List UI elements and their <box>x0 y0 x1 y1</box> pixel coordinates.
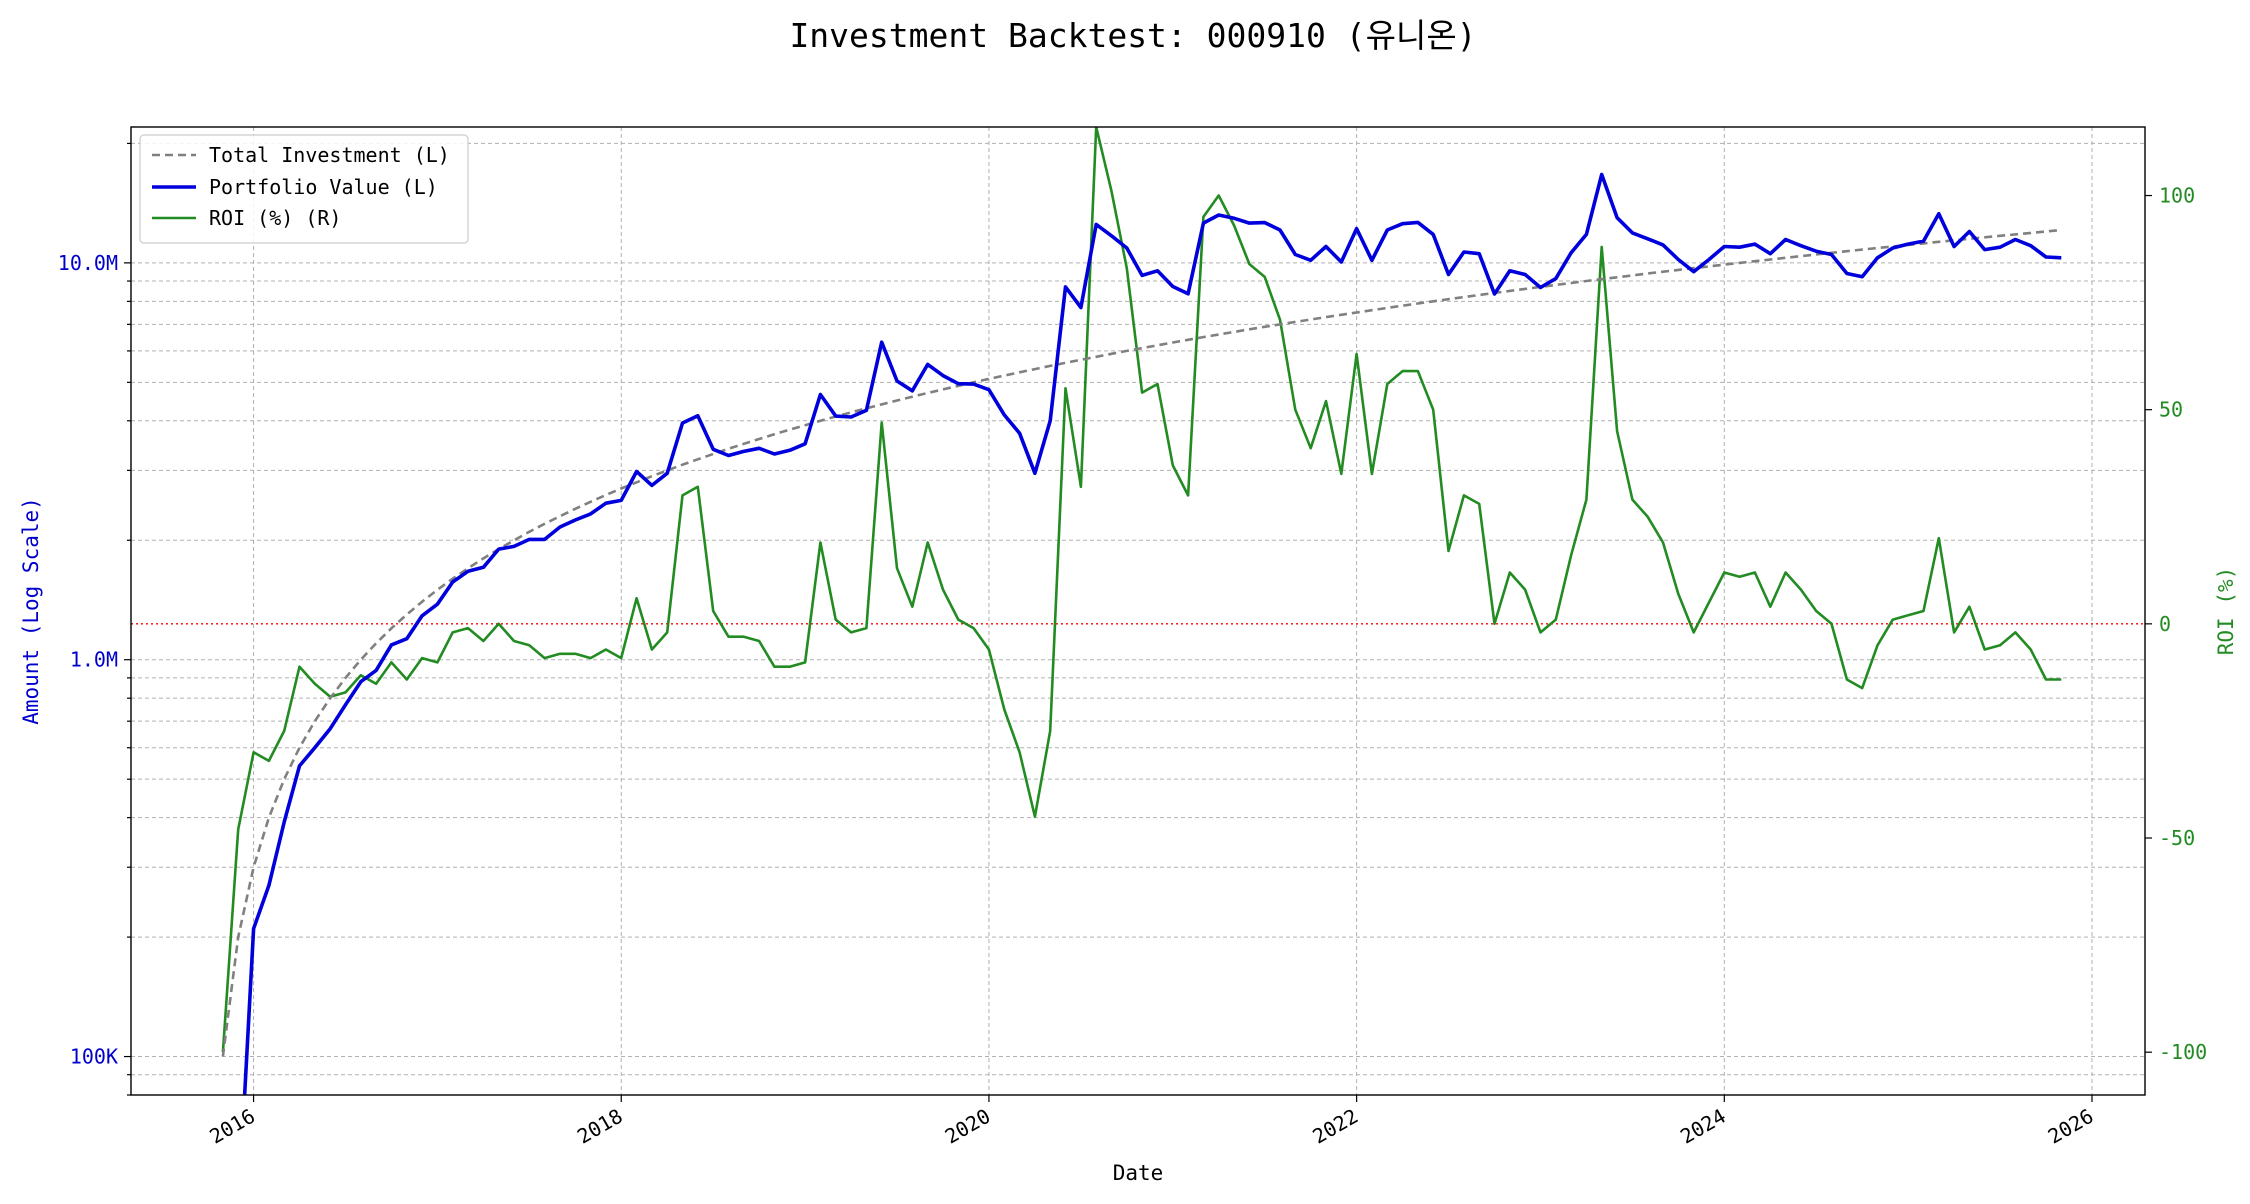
legend-label-total-investment: Total Investment (L) <box>209 143 450 167</box>
y-left-tick-label: 10.0M <box>58 251 118 275</box>
y-right-tick-label: -50 <box>2159 826 2195 850</box>
y-left-axis-label: Amount (Log Scale) <box>19 497 43 725</box>
y-left-tick-label: 100K <box>70 1045 118 1069</box>
x-tick-label: 2018 <box>573 1104 627 1149</box>
roi-line <box>221 127 2062 1053</box>
x-tick-label: 2022 <box>1308 1104 1362 1149</box>
legend-label-roi: ROI (%) (R) <box>209 206 341 230</box>
x-axis-label: Date <box>1113 1161 1164 1185</box>
y-right-tick-label: 0 <box>2159 612 2171 636</box>
x-tick-label: 2024 <box>1676 1104 1730 1149</box>
y-right-tick-label: -100 <box>2159 1040 2207 1064</box>
total-investment-line <box>221 228 2062 1057</box>
grid-layer <box>131 127 2145 1096</box>
y-right-tick-label: 100 <box>2159 184 2195 208</box>
portfolio-value-line <box>242 172 2062 1095</box>
y-right-axis-label: ROI (%) <box>2214 567 2238 656</box>
y-left-tick-label: 1.0M <box>70 648 118 672</box>
plot-frame <box>130 126 2146 1096</box>
chart-title: Investment Backtest: 000910 (유니온) <box>789 16 1476 55</box>
axis-layer: 100K 1.0M 10.0M -100 -50 0 50 100 2016 2018 2020 20… <box>58 142 2207 1149</box>
x-tick-label: 2026 <box>2044 1104 2098 1149</box>
legend-label-portfolio-value: Portfolio Value (L) <box>209 175 438 199</box>
series-layer <box>221 127 2062 1095</box>
y-right-tick-label: 50 <box>2159 398 2183 422</box>
x-tick-label: 2016 <box>205 1104 259 1149</box>
legend-box <box>139 134 469 244</box>
legend: Total Investment (L) Portfolio Value (L)… <box>139 134 469 244</box>
x-tick-label: 2020 <box>941 1104 995 1149</box>
